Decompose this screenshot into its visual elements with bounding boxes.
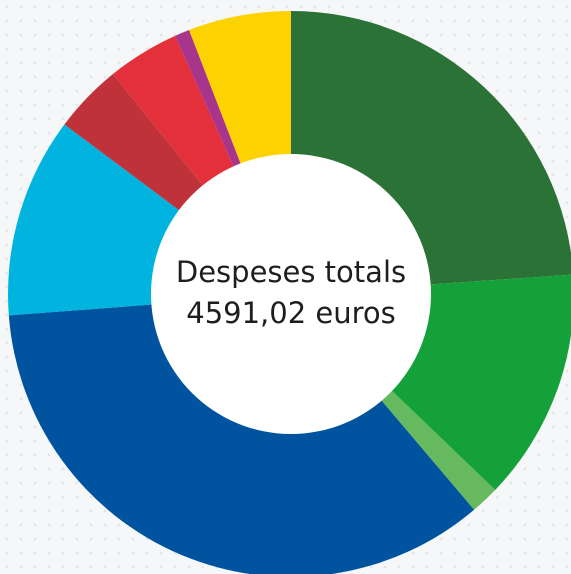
donut-hole	[151, 154, 431, 434]
center-total: 4591,02 euros	[186, 296, 396, 330]
center-title: Despeses totals	[176, 255, 406, 289]
donut-slice-4	[8, 294, 475, 574]
